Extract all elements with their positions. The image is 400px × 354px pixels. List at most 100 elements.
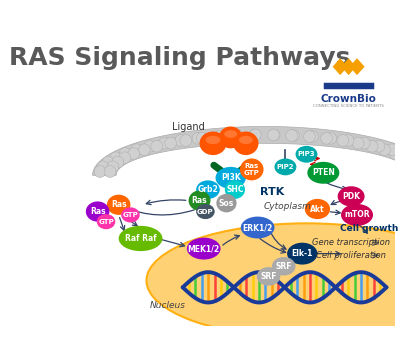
Ellipse shape [287,243,318,264]
Text: Ras: Ras [90,207,106,216]
Circle shape [138,144,150,156]
Text: PTEN: PTEN [312,168,335,177]
Circle shape [110,152,122,164]
Text: PI3K: PI3K [221,173,240,182]
Text: Sos: Sos [219,199,234,207]
Polygon shape [92,126,400,175]
Text: SHC: SHC [226,185,244,194]
Text: Elk-1: Elk-1 [292,249,313,258]
Circle shape [325,132,336,144]
Circle shape [151,140,163,152]
Text: CrownBio: CrownBio [321,93,376,104]
Text: Cell proliferation: Cell proliferation [316,251,386,260]
Circle shape [104,166,116,177]
Ellipse shape [307,162,339,184]
Circle shape [386,144,398,156]
Text: PIP3: PIP3 [298,151,315,157]
Circle shape [352,137,364,149]
Circle shape [175,135,186,146]
Ellipse shape [338,186,364,206]
Text: ERK1/2: ERK1/2 [242,223,273,232]
Circle shape [119,152,131,164]
Text: SRF: SRF [276,262,292,271]
Circle shape [192,132,204,144]
Text: PIP2: PIP2 [277,164,294,170]
Polygon shape [341,58,356,75]
Circle shape [304,131,315,143]
Circle shape [144,140,156,152]
Circle shape [337,135,349,146]
Text: Grb2: Grb2 [198,185,218,194]
Circle shape [268,129,280,141]
Ellipse shape [241,217,274,239]
Circle shape [306,131,318,143]
Circle shape [321,132,332,144]
Circle shape [358,137,370,149]
Ellipse shape [224,130,237,138]
Circle shape [389,148,400,160]
Circle shape [286,130,298,141]
Circle shape [398,148,400,160]
Circle shape [373,140,385,152]
Text: Raf Raf: Raf Raf [125,234,156,243]
Ellipse shape [119,226,162,251]
Text: Nucleus: Nucleus [150,301,186,310]
Ellipse shape [188,190,210,211]
Text: GTP: GTP [98,219,114,225]
Circle shape [229,130,241,141]
Circle shape [112,156,124,168]
Text: Gene transcription: Gene transcription [312,238,390,247]
Polygon shape [332,58,348,75]
Circle shape [128,148,140,160]
Text: RTK: RTK [260,187,284,197]
Polygon shape [350,58,364,75]
Ellipse shape [97,214,115,229]
Circle shape [213,131,225,143]
Circle shape [268,129,280,141]
Circle shape [119,148,131,160]
Circle shape [107,161,119,173]
Circle shape [398,152,400,164]
Circle shape [94,166,106,177]
Circle shape [249,129,261,141]
Text: Ligand: Ligand [172,122,205,132]
Text: Cytoplasm: Cytoplasm [263,202,311,211]
Ellipse shape [146,223,400,338]
Circle shape [288,130,299,141]
Circle shape [231,130,243,141]
Ellipse shape [305,199,330,219]
Text: Ras: Ras [192,196,207,205]
Ellipse shape [257,267,280,286]
Ellipse shape [121,207,140,222]
Ellipse shape [196,204,215,219]
Text: Cell growth: Cell growth [340,224,399,233]
Text: GDP: GDP [197,209,214,215]
Text: MEK1/2: MEK1/2 [188,244,220,253]
Circle shape [131,144,142,156]
Ellipse shape [216,194,236,212]
Circle shape [210,131,222,143]
Circle shape [165,137,176,149]
Ellipse shape [196,181,220,199]
Text: PDK: PDK [342,192,360,201]
Ellipse shape [187,238,220,259]
Circle shape [180,135,192,146]
Circle shape [378,144,390,156]
Circle shape [159,137,170,149]
Ellipse shape [240,159,264,181]
Ellipse shape [86,201,110,222]
Circle shape [102,156,114,168]
Ellipse shape [239,136,253,144]
Ellipse shape [274,159,296,175]
Text: GTP: GTP [122,212,138,218]
Text: CONNECTING SCIENCE TO PATIENTS: CONNECTING SCIENCE TO PATIENTS [313,104,384,108]
Text: mTOR: mTOR [344,210,370,219]
Circle shape [196,132,208,144]
Ellipse shape [272,257,296,275]
Text: Ras
GTP: Ras GTP [244,163,260,176]
Ellipse shape [233,132,258,155]
Text: Ras: Ras [111,200,126,209]
Ellipse shape [219,126,242,148]
Text: SRF: SRF [260,272,277,281]
Text: RAS Signaling Pathways: RAS Signaling Pathways [10,46,351,70]
